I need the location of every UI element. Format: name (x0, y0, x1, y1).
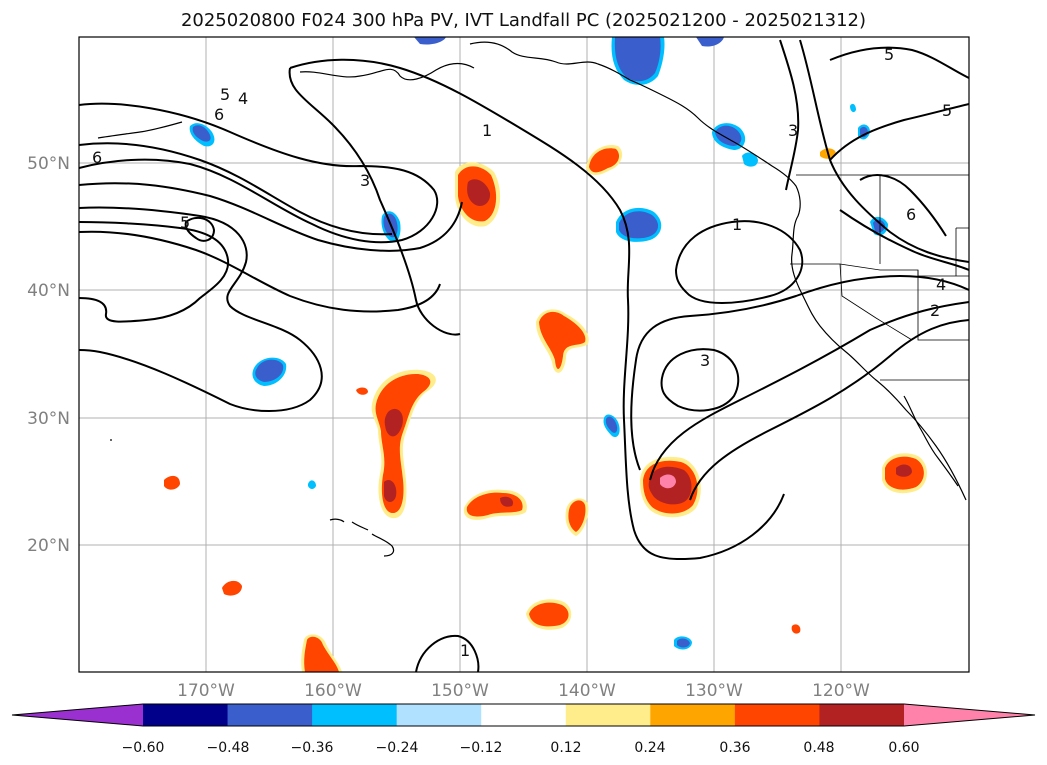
contour-label: 5 (220, 85, 230, 104)
patch-152w-30n (371, 369, 436, 519)
patch-130w-top (696, 37, 724, 47)
colorbar-segment (481, 704, 567, 726)
pv-contours (79, 39, 969, 672)
patch-160w-11n (301, 634, 342, 672)
contour-label: 4 (238, 89, 248, 108)
colorbar-tick-label: 0.36 (719, 740, 750, 756)
colorbar-tick-label: −0.60 (122, 740, 165, 756)
colorbar-tick-label: −0.24 (376, 740, 419, 756)
contour-label: 1 (732, 215, 742, 234)
colorbar-segment (143, 704, 229, 726)
colorbar-segment (819, 704, 905, 726)
map-title: 2025020800 F024 300 hPa PV, IVT Landfall… (180, 10, 867, 31)
contour-label: 1 (482, 121, 492, 140)
colorbar-extend-low (12, 704, 143, 726)
patch-143w-37n (536, 309, 589, 373)
colorbar-segment (396, 704, 482, 726)
colorbar-extend-high (904, 704, 1035, 726)
patch-123w-13n (791, 624, 801, 634)
patch-143w-15n (526, 599, 572, 630)
patch-132w-12n (674, 636, 692, 650)
patch-172w-52n (189, 123, 215, 147)
lon-label: 130°W (685, 681, 743, 701)
positive-anomaly-patches (164, 144, 927, 672)
coastlines (97, 41, 967, 557)
contour-label: 4 (936, 275, 946, 294)
patch-157w-24n (308, 480, 316, 489)
patch-alaska-top (611, 37, 665, 85)
patch-168w-17n (222, 580, 242, 596)
colorbar-segment (312, 704, 398, 726)
contour-label: 6 (92, 148, 102, 167)
colorbar-ticks: −0.60 −0.48 −0.36 −0.24 −0.12 0.12 0.24 … (122, 740, 920, 756)
contour-label: 3 (700, 351, 710, 370)
latitude-labels: 50°N 40°N 30°N 20°N (27, 154, 70, 556)
colorbar-tick-label: 0.60 (888, 740, 919, 756)
patch-141w-22n (565, 498, 589, 536)
contour-label: 3 (360, 171, 370, 190)
colorbar-outline (11, 703, 1036, 727)
colorbar-segment (650, 704, 736, 726)
contour-label: 6 (906, 205, 916, 224)
colorbar-tick-label: −0.48 (207, 740, 250, 756)
lat-label: 30°N (27, 409, 70, 429)
contour-label: 5 (884, 45, 894, 64)
colorbar-segments (12, 704, 1035, 726)
lat-label: 50°N (27, 154, 70, 174)
lon-label: 160°W (304, 681, 362, 701)
colorbar-tick-label: −0.12 (460, 740, 503, 756)
contour-label: 6 (214, 105, 224, 124)
patch-165w-34n (252, 357, 287, 386)
colorbar-segment (227, 704, 313, 726)
lat-label: 40°N (27, 281, 70, 301)
plot-frame (78, 36, 970, 673)
lat-label: 20°N (27, 536, 70, 556)
patch-bc-south (742, 152, 758, 167)
longitude-labels: 170°W 160°W 150°W 140°W 130°W 120°W (177, 681, 870, 701)
lon-label: 170°W (177, 681, 235, 701)
colorbar-segment (565, 704, 651, 726)
patch-155w-top (414, 37, 446, 45)
patch-150w-47n (455, 162, 501, 227)
patch-140w-30n (603, 414, 620, 438)
contour-labels: 6 6 5 4 5 3 1 3 5 5 1 6 4 2 3 1 (92, 45, 952, 660)
contour-label: 2 (930, 301, 940, 320)
lon-label: 150°W (431, 681, 489, 701)
patch-140w-48n (586, 144, 623, 175)
patch-132w-25n (640, 456, 701, 518)
patch-172w-25n (164, 475, 180, 490)
patch-147w-22n (463, 489, 527, 520)
lon-label: 140°W (558, 681, 616, 701)
contour-label: 1 (460, 641, 470, 660)
lon-label: 120°W (812, 681, 870, 701)
colorbar-segment (734, 704, 820, 726)
colorbar-tick-label: 0.48 (803, 740, 834, 756)
contour-label: 3 (788, 121, 798, 140)
colorbar-tick-label: 0.12 (550, 740, 581, 756)
contour-label: 5 (180, 213, 190, 232)
colorbar-tick-label: −0.36 (291, 740, 334, 756)
patch-358-392 (356, 387, 368, 395)
patch-115w-25n (882, 453, 927, 494)
contour-label: 5 (942, 101, 952, 120)
plot-area (79, 37, 969, 672)
colorbar: −0.60 −0.48 −0.36 −0.24 −0.12 0.12 0.24 … (11, 703, 1036, 756)
gridlines (79, 37, 969, 672)
patch-118w-55n (850, 103, 856, 113)
colorbar-tick-label: 0.24 (634, 740, 665, 756)
